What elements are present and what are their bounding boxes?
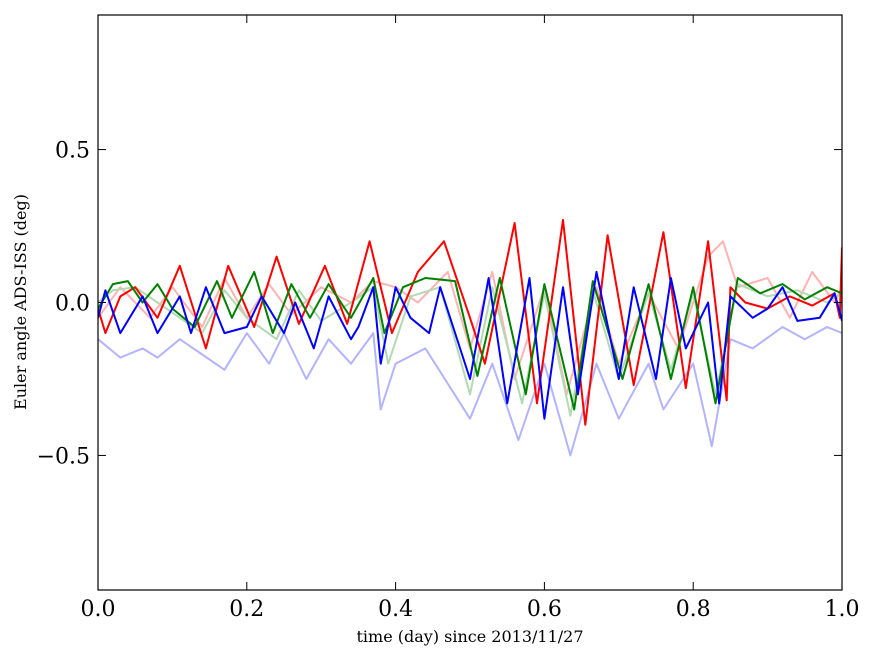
series-line-1 bbox=[98, 283, 842, 417]
y-tick-label: 0.0 bbox=[55, 292, 90, 317]
series-line-4 bbox=[98, 270, 842, 411]
y-tick-label: −0.5 bbox=[37, 444, 90, 469]
series-group bbox=[98, 218, 842, 457]
y-tick-label: 0.5 bbox=[55, 139, 90, 164]
x-tick-label: 0.6 bbox=[527, 597, 562, 622]
series-line-3 bbox=[98, 218, 842, 426]
x-axis: 0.0 0.2 0.4 0.6 0.8 1.0 bbox=[81, 15, 860, 622]
y-axis: −0.5 0.0 0.5 bbox=[37, 139, 842, 469]
x-axis-label: time (day) since 2013/11/27 bbox=[356, 627, 583, 646]
x-tick-label: 1.0 bbox=[825, 597, 860, 622]
series-line-0 bbox=[98, 240, 842, 396]
x-tick-label: 0.2 bbox=[229, 597, 264, 622]
x-tick-label: 0.8 bbox=[676, 597, 711, 622]
x-tick-label: 0.4 bbox=[378, 597, 413, 622]
x-tick-label: 0.0 bbox=[81, 597, 116, 622]
series-line-5 bbox=[98, 270, 842, 420]
y-axis-label: Euler angle ADS-ISS (deg) bbox=[11, 194, 30, 410]
